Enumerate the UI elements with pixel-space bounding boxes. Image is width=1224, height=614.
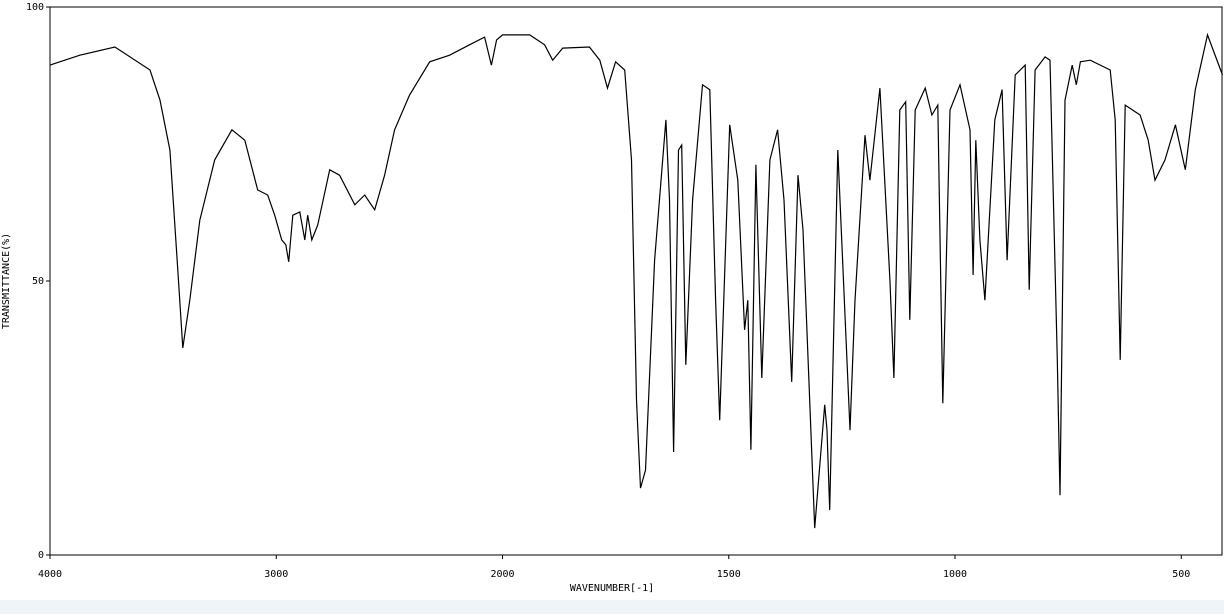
y-tick-label: 100 (26, 2, 44, 13)
y-tick-label: 0 (38, 550, 44, 561)
x-tick-label: 3000 (264, 569, 288, 580)
spectrum-line (49, 32, 1224, 529)
x-tick-label: 1000 (943, 569, 967, 580)
x-tick-label: 2000 (490, 569, 514, 580)
plot-frame (49, 6, 1223, 556)
footer-strip (0, 600, 1224, 614)
x-axis-label: WAVENUMBER[-1] (570, 583, 654, 594)
x-tick-label: 4000 (38, 569, 62, 580)
y-axis-label: TRANSMITTANCE(%) (1, 233, 12, 329)
y-tick-label: 50 (32, 276, 44, 287)
x-tick-label: 500 (1172, 569, 1190, 580)
x-tick-label: 1500 (717, 569, 741, 580)
